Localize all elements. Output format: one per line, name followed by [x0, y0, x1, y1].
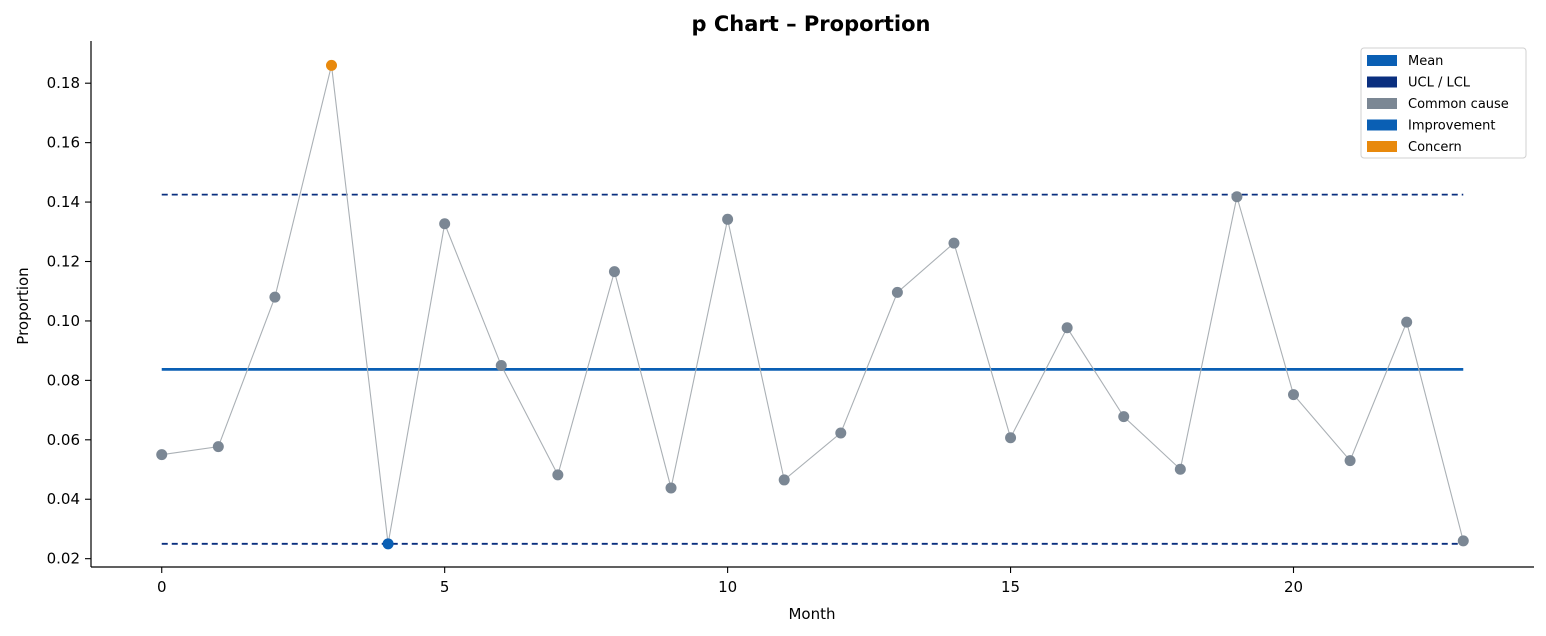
y-tick-label: 0.10 [47, 312, 80, 330]
data-point-common [608, 266, 620, 278]
data-point-common [156, 449, 168, 461]
legend-swatch [1367, 141, 1397, 152]
data-point-common [778, 474, 790, 486]
legend-frame [1360, 47, 1527, 159]
x-tick-label: 10 [718, 578, 737, 596]
data-point-common [1344, 455, 1356, 467]
y-tick-label: 0.02 [47, 550, 80, 568]
data-point-common [269, 291, 281, 303]
legend-items: Mean UCL / LCL Common cause Improvement Conc… [1367, 54, 1509, 155]
data-point-common [212, 441, 224, 453]
data-point-common [1288, 389, 1299, 401]
legend-label: UCL / LCL [1408, 76, 1471, 91]
legend-swatch [1367, 119, 1397, 131]
data-points [156, 59, 1469, 550]
data-point-common [439, 218, 451, 230]
data-point-common [1061, 322, 1073, 334]
series-line [161, 65, 1464, 544]
y-tick-label: 0.14 [47, 193, 80, 211]
data-point-common [891, 286, 903, 298]
data-point-common [495, 360, 507, 372]
legend-label: Mean [1408, 54, 1443, 69]
data-point-common [552, 469, 564, 481]
x-tick-label: 5 [440, 578, 450, 596]
legend-swatch [1367, 98, 1397, 109]
data-point-common [948, 237, 960, 249]
axes: 0 5 10 15 20 0.02 0.04 0.06 0.08 0.10 0.12 0.14 0.1… [47, 41, 1534, 596]
data-point-common [1005, 432, 1017, 444]
data-point-common [1174, 463, 1186, 475]
x-ticks: 0 5 10 15 20 [157, 567, 1303, 596]
y-tick-label: 0.12 [47, 253, 80, 271]
data-point-common [1457, 535, 1469, 547]
y-tick-label: 0.18 [47, 74, 80, 92]
x-tick-label: 0 [157, 578, 167, 596]
legend-label: Common cause [1408, 97, 1509, 112]
data-point-common [1401, 316, 1413, 328]
data-point-concern [326, 59, 337, 71]
y-tick-label: 0.04 [47, 490, 80, 508]
control-limits [161, 193, 1464, 545]
x-tick-label: 20 [1284, 578, 1303, 596]
y-tick-label: 0.06 [47, 431, 80, 449]
connector-group [161, 65, 1464, 544]
legend-label: Improvement [1408, 119, 1495, 134]
y-tick-label: 0.16 [47, 134, 80, 152]
data-point-improvement [382, 538, 394, 550]
x-tick-label: 15 [1001, 578, 1020, 596]
x-axis-label: Month [788, 605, 835, 623]
data-point-common [1118, 411, 1130, 423]
legend-label: Concern [1408, 140, 1462, 155]
y-ticks: 0.02 0.04 0.06 0.08 0.10 0.12 0.14 0.16 0.18 [47, 74, 91, 568]
data-point-common [1231, 191, 1243, 203]
legend-swatch [1367, 76, 1397, 88]
y-tick-label: 0.08 [47, 371, 80, 389]
data-point-common [665, 482, 677, 494]
chart-title: p Chart – Proportion [692, 12, 931, 36]
plot-area [156, 59, 1469, 550]
data-point-common [835, 427, 847, 439]
legend: Mean UCL / LCL Common cause Improvement Conc… [1360, 47, 1527, 159]
y-axis-label: Proportion [14, 267, 32, 344]
data-point-common [722, 213, 734, 225]
legend-swatch [1367, 55, 1397, 66]
